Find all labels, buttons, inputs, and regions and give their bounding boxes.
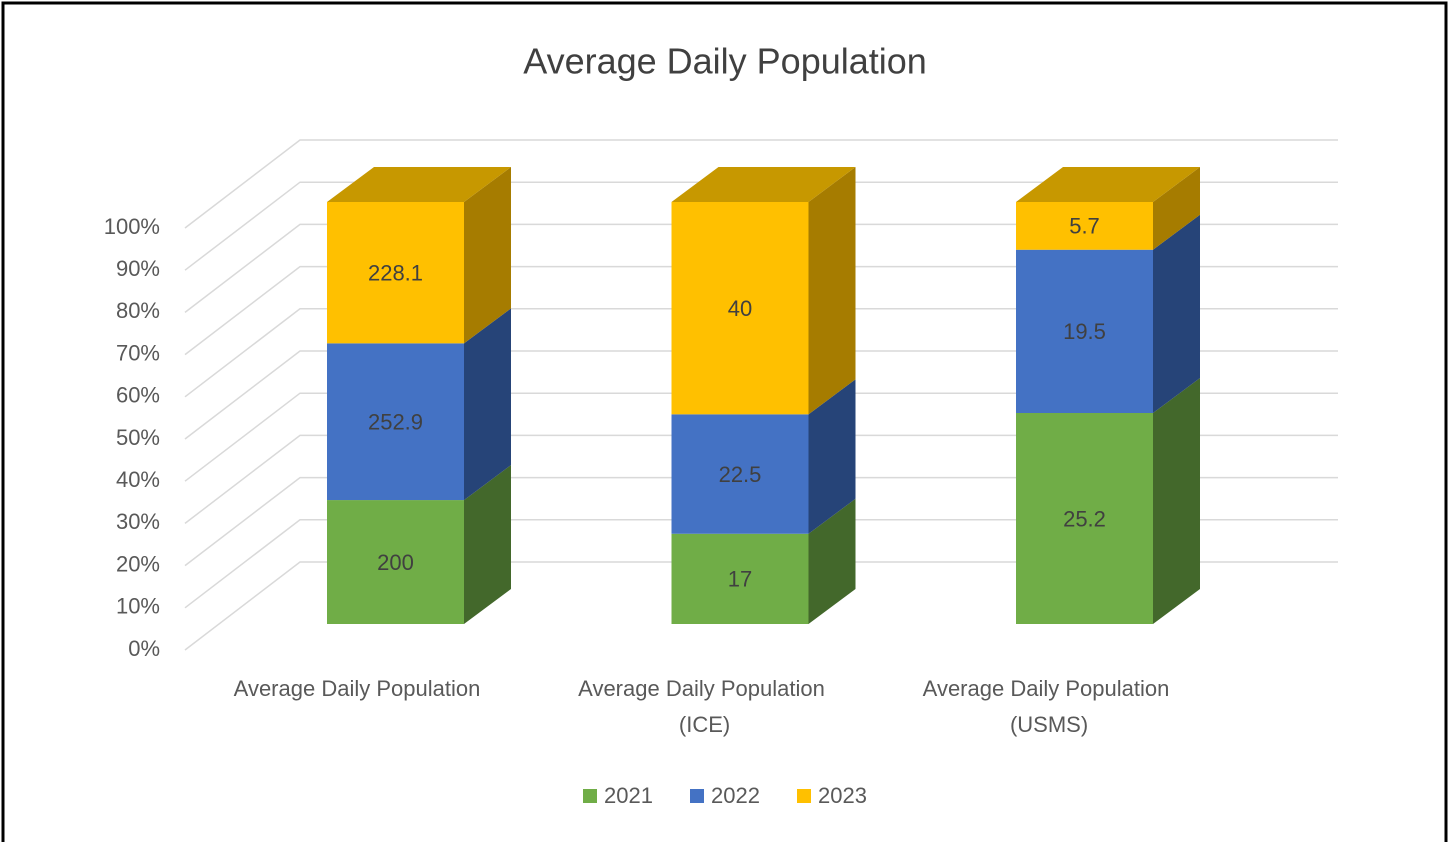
y-tick-label: 40% <box>116 467 160 492</box>
data-label: 228.1 <box>368 260 423 285</box>
bar-front <box>327 343 464 501</box>
data-label: 25.2 <box>1063 506 1106 531</box>
legend-label: 2023 <box>818 783 867 808</box>
y-tick-label: 90% <box>116 256 160 281</box>
bar-front <box>327 202 464 344</box>
y-tick-label: 100% <box>104 214 160 239</box>
y-tick-label: 0% <box>128 636 160 661</box>
chart-title: Average Daily Population <box>523 41 927 82</box>
bar-side <box>808 167 856 415</box>
bar-segment <box>327 167 511 344</box>
x-tick-label: Average Daily Population (ICE) <box>578 676 825 737</box>
grid-line <box>184 265 1338 356</box>
grid-line <box>184 476 1338 567</box>
y-tick-label: 70% <box>116 340 160 365</box>
bar-segment <box>327 465 511 624</box>
grid-line <box>184 139 1338 229</box>
data-label: 22.5 <box>719 462 762 487</box>
bar-side <box>464 167 511 344</box>
bar-top <box>671 167 856 202</box>
data-label: 17 <box>728 567 752 592</box>
legend-swatch <box>583 789 597 803</box>
x-tick-label: Average Daily Population (USMS) <box>923 676 1170 737</box>
y-tick-label: 20% <box>116 551 160 576</box>
bar-segment <box>1016 167 1200 250</box>
grid-line <box>184 350 1338 440</box>
bar-segment <box>671 379 856 534</box>
y-tick-label: 30% <box>116 509 160 534</box>
grid-line <box>184 519 1338 609</box>
bar-front <box>671 533 809 624</box>
bar-front <box>327 500 464 624</box>
data-label: 40 <box>728 296 752 321</box>
grid-line <box>184 308 1338 398</box>
bar-top <box>327 167 511 202</box>
grid-line <box>184 392 1338 482</box>
grid-line <box>184 223 1338 313</box>
bar-segment <box>671 167 856 415</box>
bar-front <box>671 414 809 534</box>
bar-segment <box>327 308 511 501</box>
bar-front <box>1016 413 1153 624</box>
data-label: 5.7 <box>1069 214 1100 239</box>
bar-side <box>808 379 856 534</box>
bar-front <box>671 202 809 415</box>
grid-line <box>184 561 1338 651</box>
y-tick-label: 10% <box>116 594 160 619</box>
data-label: 252.9 <box>368 410 423 435</box>
bar-front <box>1016 202 1153 250</box>
bar-side <box>1153 378 1200 624</box>
grid-line <box>184 181 1338 271</box>
bar-side <box>1153 214 1200 413</box>
bar-side <box>808 498 856 624</box>
legend-swatch <box>797 789 811 803</box>
bar-segment <box>671 498 856 624</box>
y-tick-label: 80% <box>116 298 160 323</box>
bar-side <box>1153 167 1200 250</box>
y-tick-label: 50% <box>116 425 160 450</box>
legend-label: 2021 <box>604 783 653 808</box>
legend-swatch <box>690 789 704 803</box>
y-tick-label: 60% <box>116 383 160 408</box>
bar-side <box>464 308 511 501</box>
bar-segment <box>1016 378 1200 624</box>
data-label: 200 <box>377 550 414 575</box>
data-label: 19.5 <box>1063 319 1106 344</box>
bar-front <box>1016 249 1153 413</box>
legend-label: 2022 <box>711 783 760 808</box>
grid-line <box>184 434 1338 524</box>
x-tick-label: Average Daily Population <box>234 676 481 701</box>
bar-segment <box>1016 214 1200 413</box>
bar-side <box>464 465 511 624</box>
bar-top <box>1016 167 1200 202</box>
